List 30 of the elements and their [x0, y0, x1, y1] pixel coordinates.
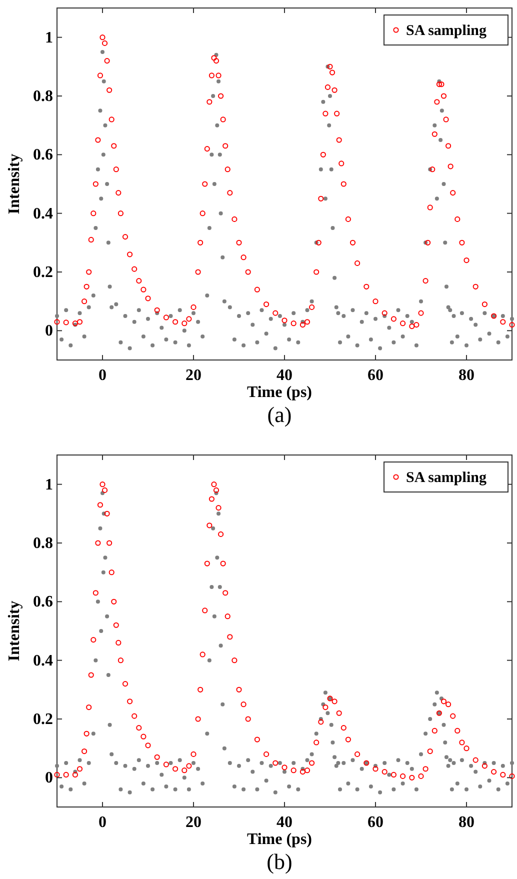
- y-tick-label: 0.4: [33, 652, 53, 670]
- legend-label: SA sampling: [406, 23, 487, 39]
- x-tick-label: 80: [458, 367, 474, 384]
- text: (b): [266, 849, 292, 874]
- x-tick-label: 0: [98, 367, 106, 384]
- y-tick-label: 1: [45, 29, 53, 46]
- x-tick-label: 40: [276, 367, 292, 384]
- y-tick-label: 0.2: [33, 264, 53, 281]
- y-tick-label: 0: [45, 322, 53, 340]
- x-tick-label: 0: [98, 814, 106, 831]
- y-tick-label: 0.6: [33, 594, 53, 611]
- x-axis-title: Time (ps): [246, 384, 312, 401]
- legend-label: SA sampling: [406, 470, 487, 486]
- y-tick-label: 0.6: [33, 146, 53, 164]
- y-axis-title: Intensity: [6, 154, 23, 214]
- x-tick-label: 20: [186, 814, 202, 831]
- y-tick-label: 1: [45, 476, 53, 494]
- x-axis-title: Time (ps): [246, 831, 312, 848]
- text: (a): [267, 402, 292, 427]
- y-tick-label: 0.8: [33, 535, 53, 552]
- x-tick-label: 20: [186, 367, 202, 384]
- x-tick-label: 40: [276, 814, 292, 831]
- y-tick-label: 0.2: [33, 711, 53, 728]
- x-tick-label: 80: [458, 814, 474, 831]
- x-tick-label: 60: [368, 367, 384, 384]
- y-tick-label: 0: [45, 770, 53, 787]
- y-tick-label: 0.4: [33, 205, 53, 222]
- x-tick-label: 60: [368, 814, 384, 831]
- y-axis-title: Intensity: [6, 600, 23, 662]
- y-tick-label: 0.8: [33, 88, 53, 105]
